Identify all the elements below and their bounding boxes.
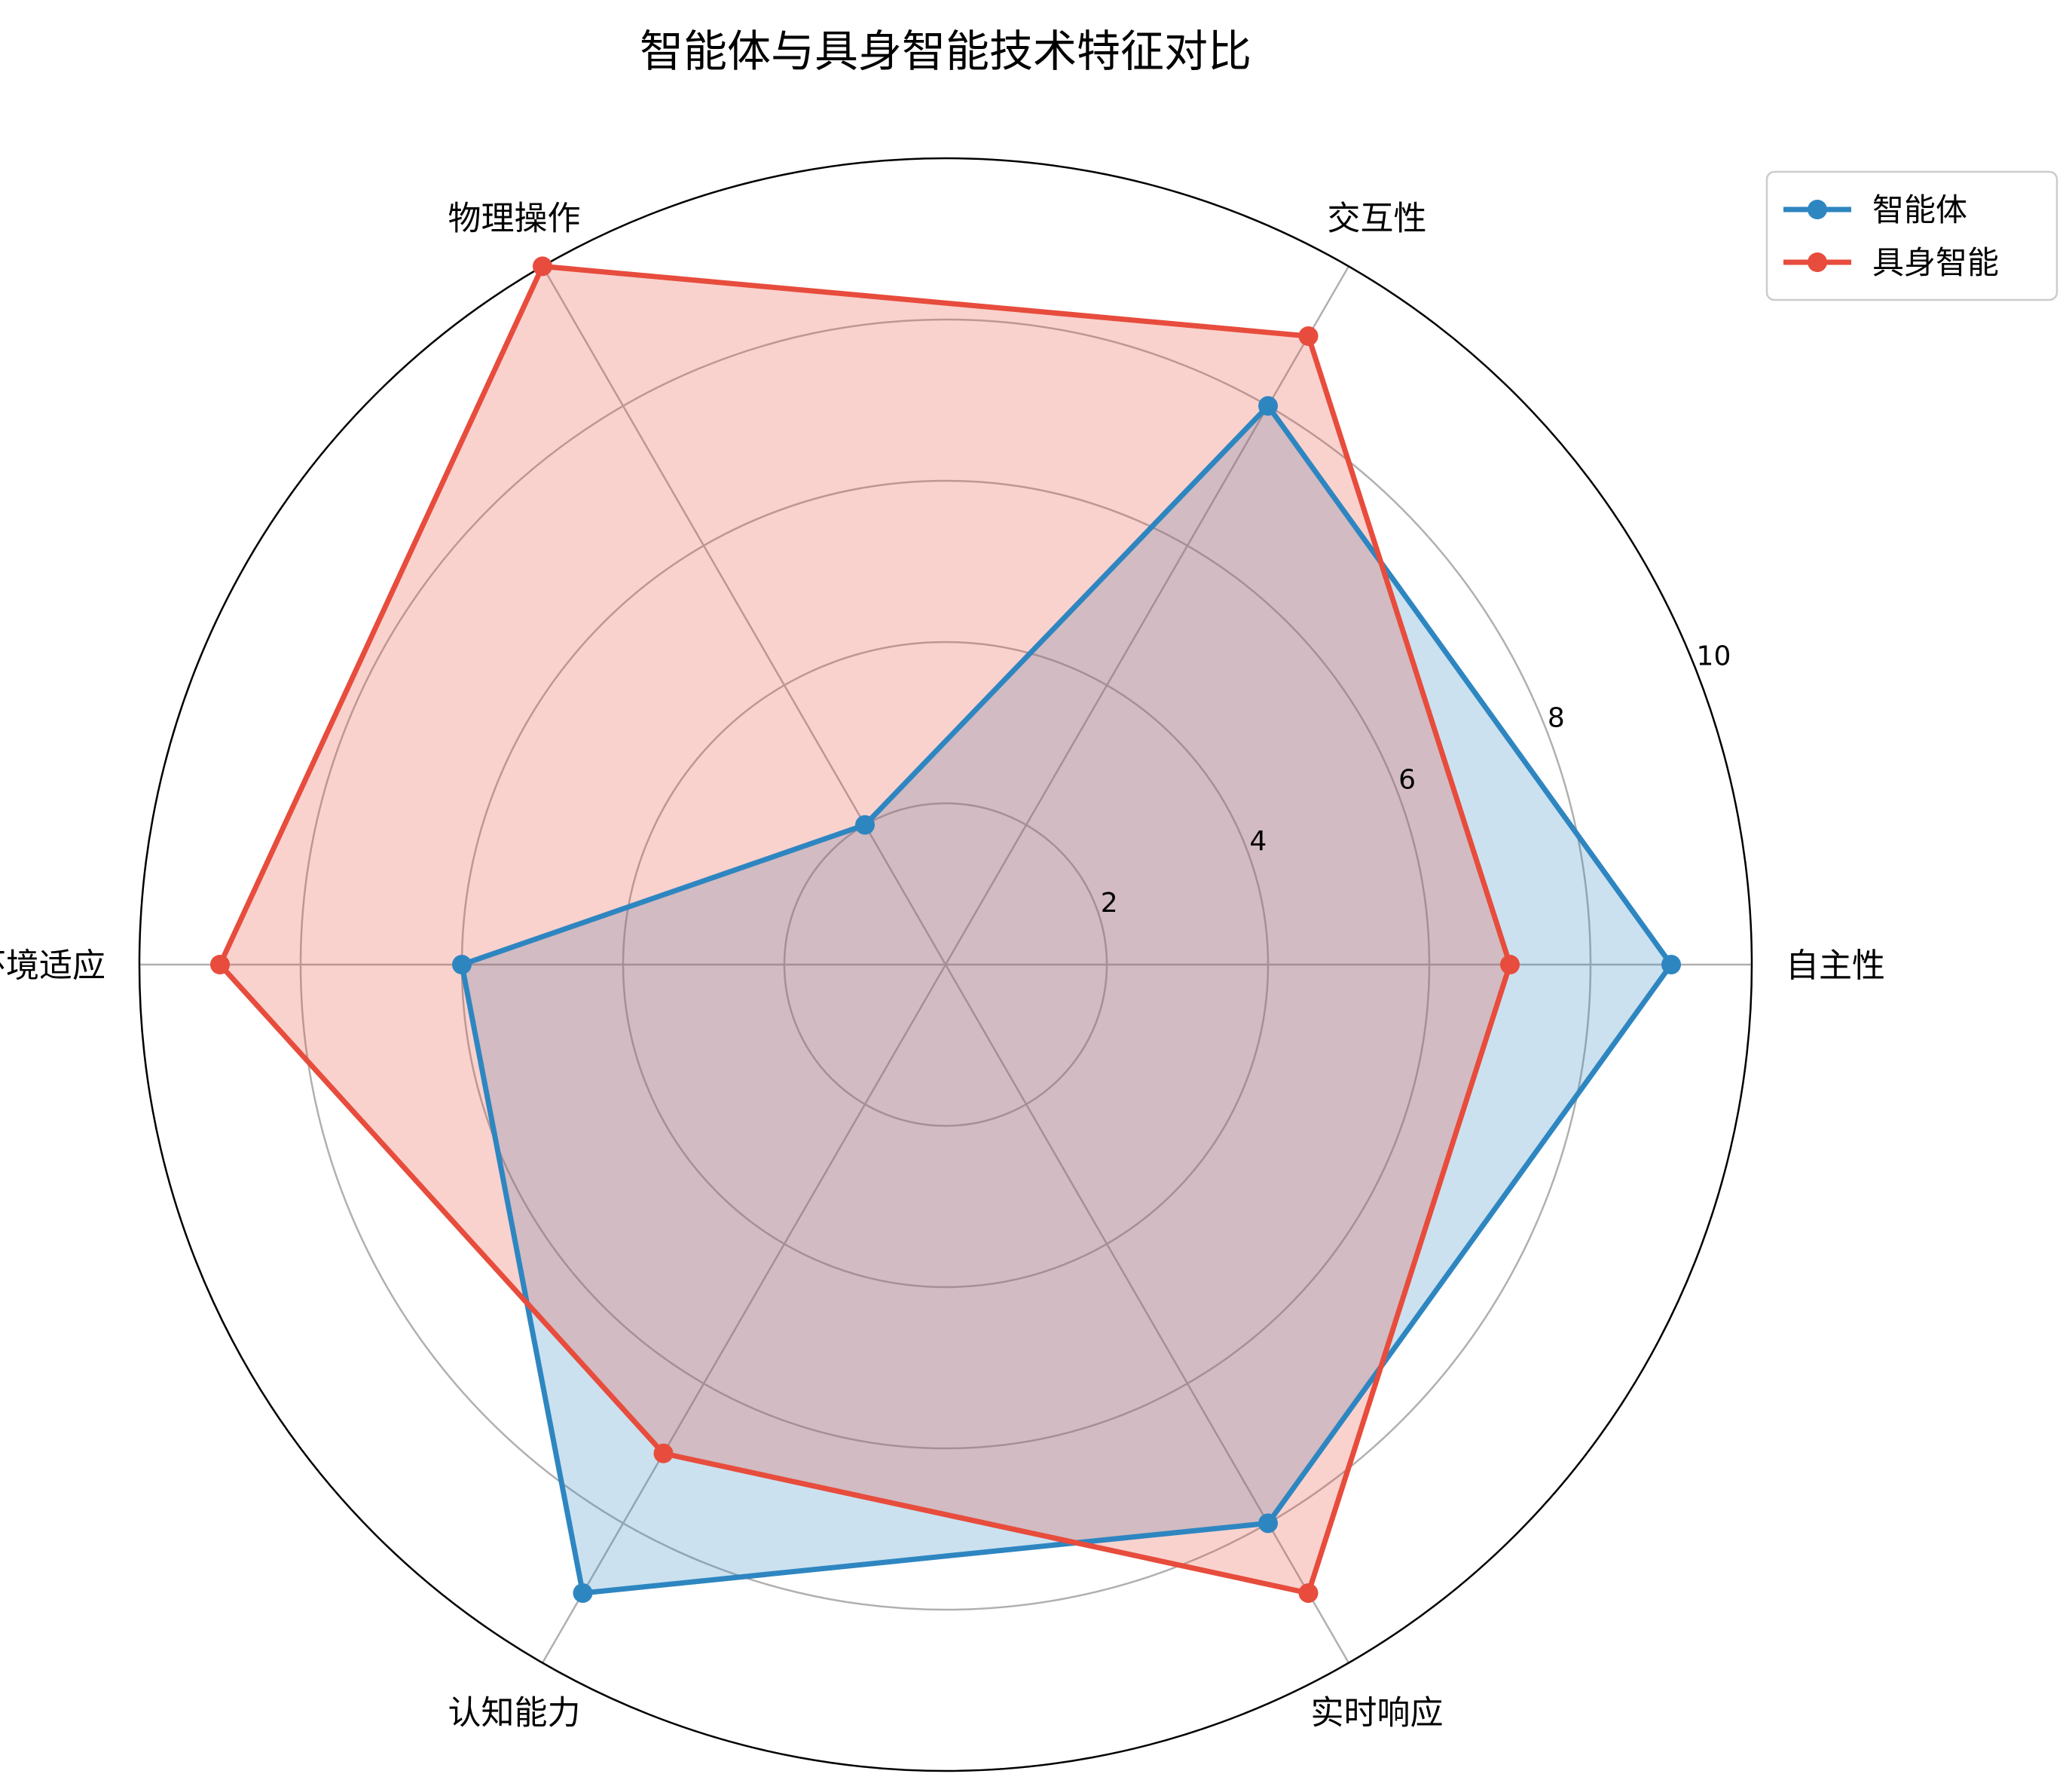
grid-spoke-5 [944,964,1350,1664]
tick-label-6: 6 [1398,764,1416,795]
data-point-0-2 [855,815,875,835]
radial-tick-labels: 2 4 6 8 10 [1101,641,1731,919]
legend-box [1765,170,2058,301]
chart-title: 智能体与具身智能技术特征对比 [640,26,1251,77]
data-point-1-2 [533,256,552,277]
data-point-1-1 [1298,326,1319,347]
polar-frame [138,157,1753,1772]
legend-label-0: 智能体 [1872,191,1967,228]
series-area-1 [220,266,1510,1593]
series-area-0 [462,405,1671,1594]
tick-label-2: 2 [1101,888,1118,919]
axis-label-1: 交互性 [1328,199,1427,237]
data-point-0-4 [573,1583,593,1603]
axis-label-4: 认知能力 [448,1694,581,1732]
data-point-1-3 [210,955,230,974]
radar-grid [138,157,1753,1772]
data-point-1-5 [1298,1583,1319,1603]
tick-label-8: 8 [1548,702,1565,733]
grid-spoke-1 [944,265,1350,965]
axis-label-2: 物理操作 [448,199,581,237]
data-point-1-0 [1500,955,1520,974]
legend-label-1: 具身智能 [1872,244,1999,281]
data-point-1-4 [653,1443,674,1463]
radar-series [210,256,1681,1603]
data-point-0-3 [452,955,472,974]
data-point-0-5 [1258,1513,1278,1534]
grid-spoke-2 [541,265,947,965]
grid-spoke-4 [541,964,947,1664]
legend-marker-1 [1808,252,1827,272]
tick-label-4: 4 [1249,826,1267,857]
axis-label-3: 环境适应 [0,947,105,985]
data-point-0-0 [1661,955,1681,974]
axis-label-5: 实时响应 [1311,1694,1444,1732]
axis-labels: 自主性 交互性 物理操作环境适应认知能力 实时响应 [0,199,1885,1732]
data-point-0-1 [1258,396,1278,416]
legend-marker-0 [1808,200,1827,219]
tick-label-10: 10 [1697,641,1731,672]
axis-label-0: 自主性 [1786,947,1885,985]
